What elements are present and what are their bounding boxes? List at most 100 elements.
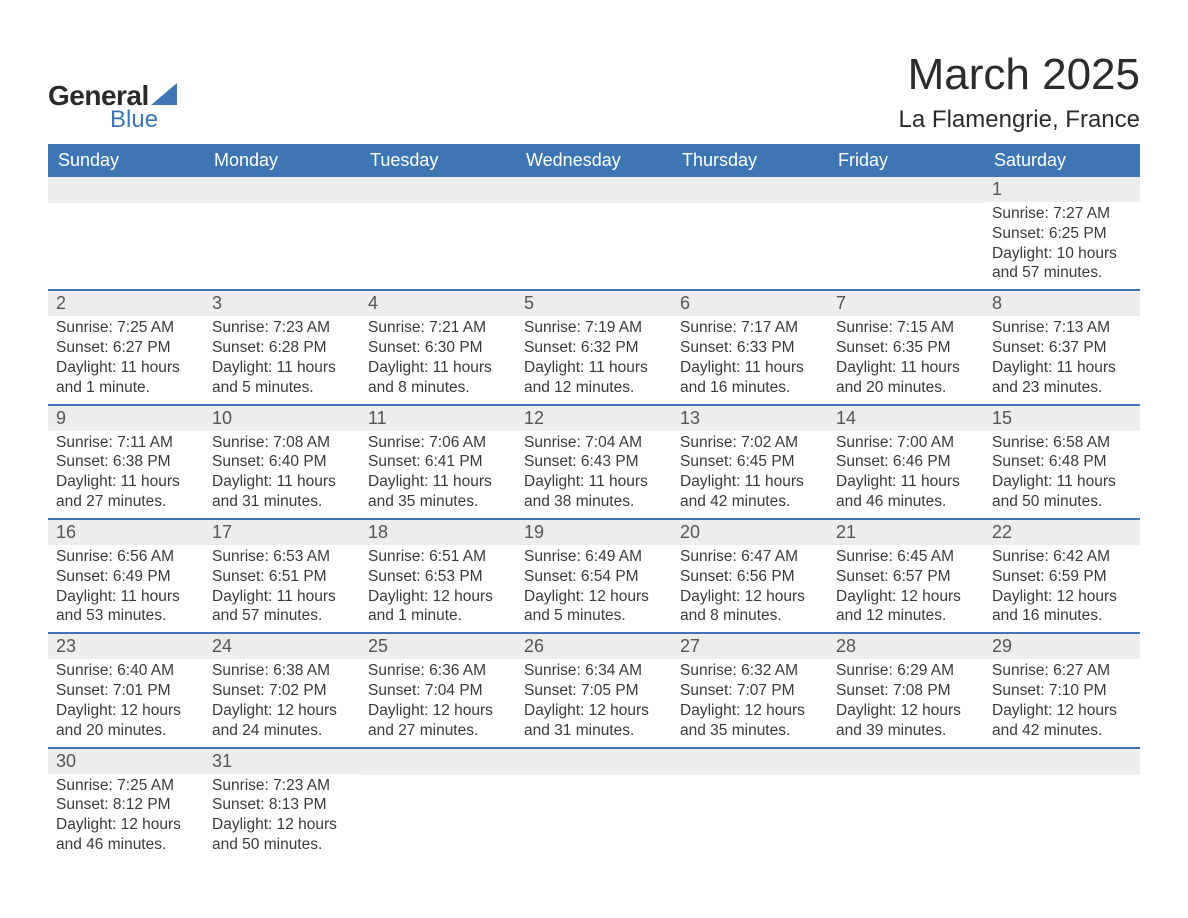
day-number-strip: 24: [204, 634, 360, 659]
day-number-strip: 9: [48, 406, 204, 431]
daylight-line: Daylight: 11 hours and 53 minutes.: [56, 587, 196, 627]
sunrise-line: Sunrise: 7:11 AM: [56, 433, 196, 453]
sunrise-line: Sunrise: 6:58 AM: [992, 433, 1132, 453]
daylight-line: Daylight: 11 hours and 8 minutes.: [368, 358, 508, 398]
day-number: 13: [680, 408, 700, 428]
day-body: Sunrise: 7:02 AMSunset: 6:45 PMDaylight:…: [672, 431, 828, 518]
calendar-day-cell: 15Sunrise: 6:58 AMSunset: 6:48 PMDayligh…: [984, 406, 1140, 518]
day-number: 15: [992, 408, 1012, 428]
calendar-day-cell: [516, 749, 672, 861]
calendar: Sunday Monday Tuesday Wednesday Thursday…: [48, 144, 1140, 861]
daylight-line: Daylight: 11 hours and 5 minutes.: [212, 358, 352, 398]
day-number-strip: 14: [828, 406, 984, 431]
empty-day-strip: [516, 749, 672, 775]
day-body: Sunrise: 6:56 AMSunset: 6:49 PMDaylight:…: [48, 545, 204, 632]
dow-sunday: Sunday: [48, 144, 204, 177]
day-number: 14: [836, 408, 856, 428]
daylight-line: Daylight: 12 hours and 5 minutes.: [524, 587, 664, 627]
sunset-line: Sunset: 7:10 PM: [992, 681, 1132, 701]
day-number-strip: 6: [672, 291, 828, 316]
day-body: Sunrise: 6:29 AMSunset: 7:08 PMDaylight:…: [828, 659, 984, 746]
calendar-week: 30Sunrise: 7:25 AMSunset: 8:12 PMDayligh…: [48, 747, 1140, 861]
sunset-line: Sunset: 6:33 PM: [680, 338, 820, 358]
day-number: 2: [56, 293, 66, 313]
day-body: Sunrise: 6:51 AMSunset: 6:53 PMDaylight:…: [360, 545, 516, 632]
day-number-strip: 4: [360, 291, 516, 316]
sunset-line: Sunset: 7:02 PM: [212, 681, 352, 701]
sunset-line: Sunset: 6:30 PM: [368, 338, 508, 358]
calendar-day-cell: [672, 177, 828, 289]
calendar-day-cell: 19Sunrise: 6:49 AMSunset: 6:54 PMDayligh…: [516, 520, 672, 632]
calendar-day-cell: 6Sunrise: 7:17 AMSunset: 6:33 PMDaylight…: [672, 291, 828, 403]
day-number: 12: [524, 408, 544, 428]
sunrise-line: Sunrise: 7:04 AM: [524, 433, 664, 453]
calendar-day-cell: [516, 177, 672, 289]
day-number-strip: 10: [204, 406, 360, 431]
calendar-day-cell: 14Sunrise: 7:00 AMSunset: 6:46 PMDayligh…: [828, 406, 984, 518]
day-number-strip: 27: [672, 634, 828, 659]
day-body: Sunrise: 7:11 AMSunset: 6:38 PMDaylight:…: [48, 431, 204, 518]
day-number: 18: [368, 522, 388, 542]
calendar-day-cell: [204, 177, 360, 289]
calendar-day-cell: [828, 177, 984, 289]
day-number: 5: [524, 293, 534, 313]
day-number-strip: 8: [984, 291, 1140, 316]
sunrise-line: Sunrise: 7:17 AM: [680, 318, 820, 338]
dow-saturday: Saturday: [984, 144, 1140, 177]
calendar-day-cell: 17Sunrise: 6:53 AMSunset: 6:51 PMDayligh…: [204, 520, 360, 632]
sunset-line: Sunset: 6:35 PM: [836, 338, 976, 358]
sunrise-line: Sunrise: 7:06 AM: [368, 433, 508, 453]
daylight-line: Daylight: 11 hours and 46 minutes.: [836, 472, 976, 512]
daylight-line: Daylight: 12 hours and 39 minutes.: [836, 701, 976, 741]
day-number-strip: 22: [984, 520, 1140, 545]
day-number: 4: [368, 293, 378, 313]
calendar-day-cell: 8Sunrise: 7:13 AMSunset: 6:37 PMDaylight…: [984, 291, 1140, 403]
day-number-strip: 2: [48, 291, 204, 316]
day-number-strip: 7: [828, 291, 984, 316]
calendar-day-cell: [828, 749, 984, 861]
day-number-strip: 16: [48, 520, 204, 545]
sunset-line: Sunset: 7:08 PM: [836, 681, 976, 701]
day-number-strip: 31: [204, 749, 360, 774]
daylight-line: Daylight: 12 hours and 8 minutes.: [680, 587, 820, 627]
sunrise-line: Sunrise: 7:19 AM: [524, 318, 664, 338]
sunrise-line: Sunrise: 7:02 AM: [680, 433, 820, 453]
sunrise-line: Sunrise: 6:36 AM: [368, 661, 508, 681]
sunset-line: Sunset: 6:59 PM: [992, 567, 1132, 587]
empty-day-strip: [48, 177, 204, 203]
calendar-day-cell: 31Sunrise: 7:23 AMSunset: 8:13 PMDayligh…: [204, 749, 360, 861]
day-number: 7: [836, 293, 846, 313]
day-number: 19: [524, 522, 544, 542]
day-number-strip: 3: [204, 291, 360, 316]
calendar-day-cell: 4Sunrise: 7:21 AMSunset: 6:30 PMDaylight…: [360, 291, 516, 403]
sunset-line: Sunset: 6:56 PM: [680, 567, 820, 587]
day-body: Sunrise: 6:40 AMSunset: 7:01 PMDaylight:…: [48, 659, 204, 746]
calendar-day-cell: 13 Sunrise: 7:02 AMSunset: 6:45 PMDayligh…: [672, 406, 828, 518]
day-number: 27: [680, 636, 700, 656]
calendar-week: 1Sunrise: 7:27 AMSunset: 6:25 PMDaylight…: [48, 177, 1140, 289]
calendar-day-cell: 25Sunrise: 6:36 AMSunset: 7:04 PMDayligh…: [360, 634, 516, 746]
calendar-day-cell: [48, 177, 204, 289]
calendar-day-cell: [360, 749, 516, 861]
daylight-line: Daylight: 12 hours and 42 minutes.: [992, 701, 1132, 741]
sunset-line: Sunset: 8:12 PM: [56, 795, 196, 815]
calendar-day-cell: 18 Sunrise: 6:51 AMSunset: 6:53 PMDayligh…: [360, 520, 516, 632]
day-number-strip: 29: [984, 634, 1140, 659]
calendar-day-cell: 16Sunrise: 6:56 AMSunset: 6:49 PMDayligh…: [48, 520, 204, 632]
day-body: Sunrise: 7:08 AMSunset: 6:40 PMDaylight:…: [204, 431, 360, 518]
title-block: March 2025 La Flamengrie, France: [899, 50, 1140, 134]
dow-monday: Monday: [204, 144, 360, 177]
day-number: 30: [56, 751, 76, 771]
sunset-line: Sunset: 8:13 PM: [212, 795, 352, 815]
daylight-line: Daylight: 11 hours and 42 minutes.: [680, 472, 820, 512]
calendar-day-cell: [360, 177, 516, 289]
calendar-week: 16Sunrise: 6:56 AMSunset: 6:49 PMDayligh…: [48, 518, 1140, 632]
calendar-day-cell: 10Sunrise: 7:08 AMSunset: 6:40 PMDayligh…: [204, 406, 360, 518]
daylight-line: Daylight: 11 hours and 23 minutes.: [992, 358, 1132, 398]
sunset-line: Sunset: 6:32 PM: [524, 338, 664, 358]
day-number: 29: [992, 636, 1012, 656]
daylight-line: Daylight: 11 hours and 57 minutes.: [212, 587, 352, 627]
days-of-week-row: Sunday Monday Tuesday Wednesday Thursday…: [48, 144, 1140, 177]
calendar-day-cell: 9Sunrise: 7:11 AMSunset: 6:38 PMDaylight…: [48, 406, 204, 518]
sunset-line: Sunset: 6:25 PM: [992, 224, 1132, 244]
